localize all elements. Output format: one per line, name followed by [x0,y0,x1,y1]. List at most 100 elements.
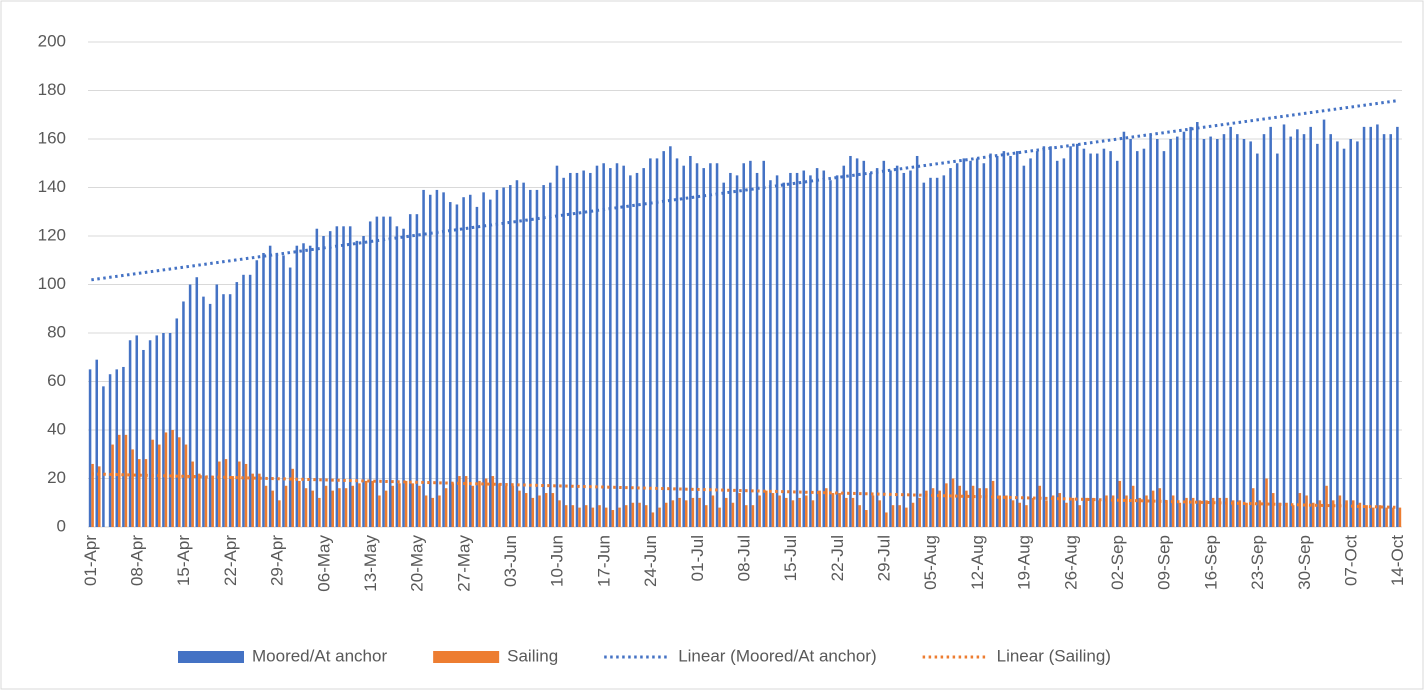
bar [1269,126,1272,527]
trendline [91,472,1399,509]
y-tick-label: 120 [38,225,66,244]
legend-swatch [433,651,500,663]
bar [1045,500,1048,527]
bar [228,294,232,527]
bar [442,192,445,527]
bar [284,485,288,527]
bar [282,255,285,527]
bar [869,172,872,527]
bar [258,473,261,527]
bar [184,444,188,527]
bar [1009,155,1012,527]
bar [842,165,846,528]
bar [302,243,305,527]
y-tick-label: 140 [38,177,66,196]
bar [398,483,401,527]
y-tick-label: 80 [47,322,66,341]
bar [328,231,332,527]
bar [464,476,468,527]
bar [1055,160,1059,527]
bar [664,502,668,527]
bar [885,512,888,527]
bar [462,197,465,527]
bar [835,175,839,527]
bar [1258,500,1262,527]
bar [1218,497,1222,527]
bar [431,497,435,527]
bar [411,483,415,527]
bar [1138,497,1142,527]
bar [504,485,508,527]
bar [1231,500,1235,527]
bar [402,228,405,527]
bar [918,497,921,527]
bar [704,505,708,527]
x-tick-label: 23-Sep [1248,535,1267,590]
bar [731,502,735,527]
bar [188,284,192,527]
bar [631,502,635,527]
bar [495,189,499,528]
bar [1176,136,1179,527]
bar [624,505,628,527]
bar [371,480,375,527]
bar [489,199,492,527]
bar [1185,497,1188,527]
bar [989,153,992,528]
bar [709,163,712,527]
bar [791,500,795,527]
bar [1216,139,1219,527]
bar [1158,488,1162,527]
x-tick-label: 01-Jul [688,535,707,581]
bar [144,459,148,527]
bar [575,172,579,527]
bar [671,500,675,527]
x-tick-label: 29-Jul [875,535,894,581]
bar [1391,507,1395,527]
bar [142,349,145,527]
bar [524,493,528,527]
bar [675,158,679,527]
bar [324,485,328,527]
bar [404,480,408,527]
bar [584,505,588,527]
bar [595,165,599,528]
bar [435,189,439,528]
bar [1351,500,1355,527]
x-tick-label: 29-Apr [268,535,287,586]
x-tick-label: 26-Aug [1061,535,1080,590]
bar [795,172,799,527]
bar [971,485,975,527]
bar [951,478,955,527]
bar [451,483,455,527]
bar [931,488,935,527]
bar [638,502,641,527]
bar [1369,126,1372,527]
bar [1129,139,1132,527]
bar [384,490,388,527]
bar [862,160,866,527]
bar [1289,136,1292,527]
bar [164,432,168,527]
bar [1222,134,1226,527]
bar [1251,488,1255,527]
bar [965,490,968,527]
bar [669,146,672,527]
bar [838,493,841,527]
bar [311,490,314,527]
bar [751,505,755,527]
bar [1329,134,1332,527]
bar [529,189,532,528]
bar [1225,497,1228,527]
bar [1022,165,1026,528]
bar [335,226,339,528]
bar [364,480,368,527]
bar [118,434,121,527]
bar [1149,134,1152,527]
bar [1316,143,1319,527]
bar [415,214,419,528]
bar [128,340,132,527]
bar [985,488,988,527]
bar [1178,502,1182,527]
bar [1331,500,1335,527]
